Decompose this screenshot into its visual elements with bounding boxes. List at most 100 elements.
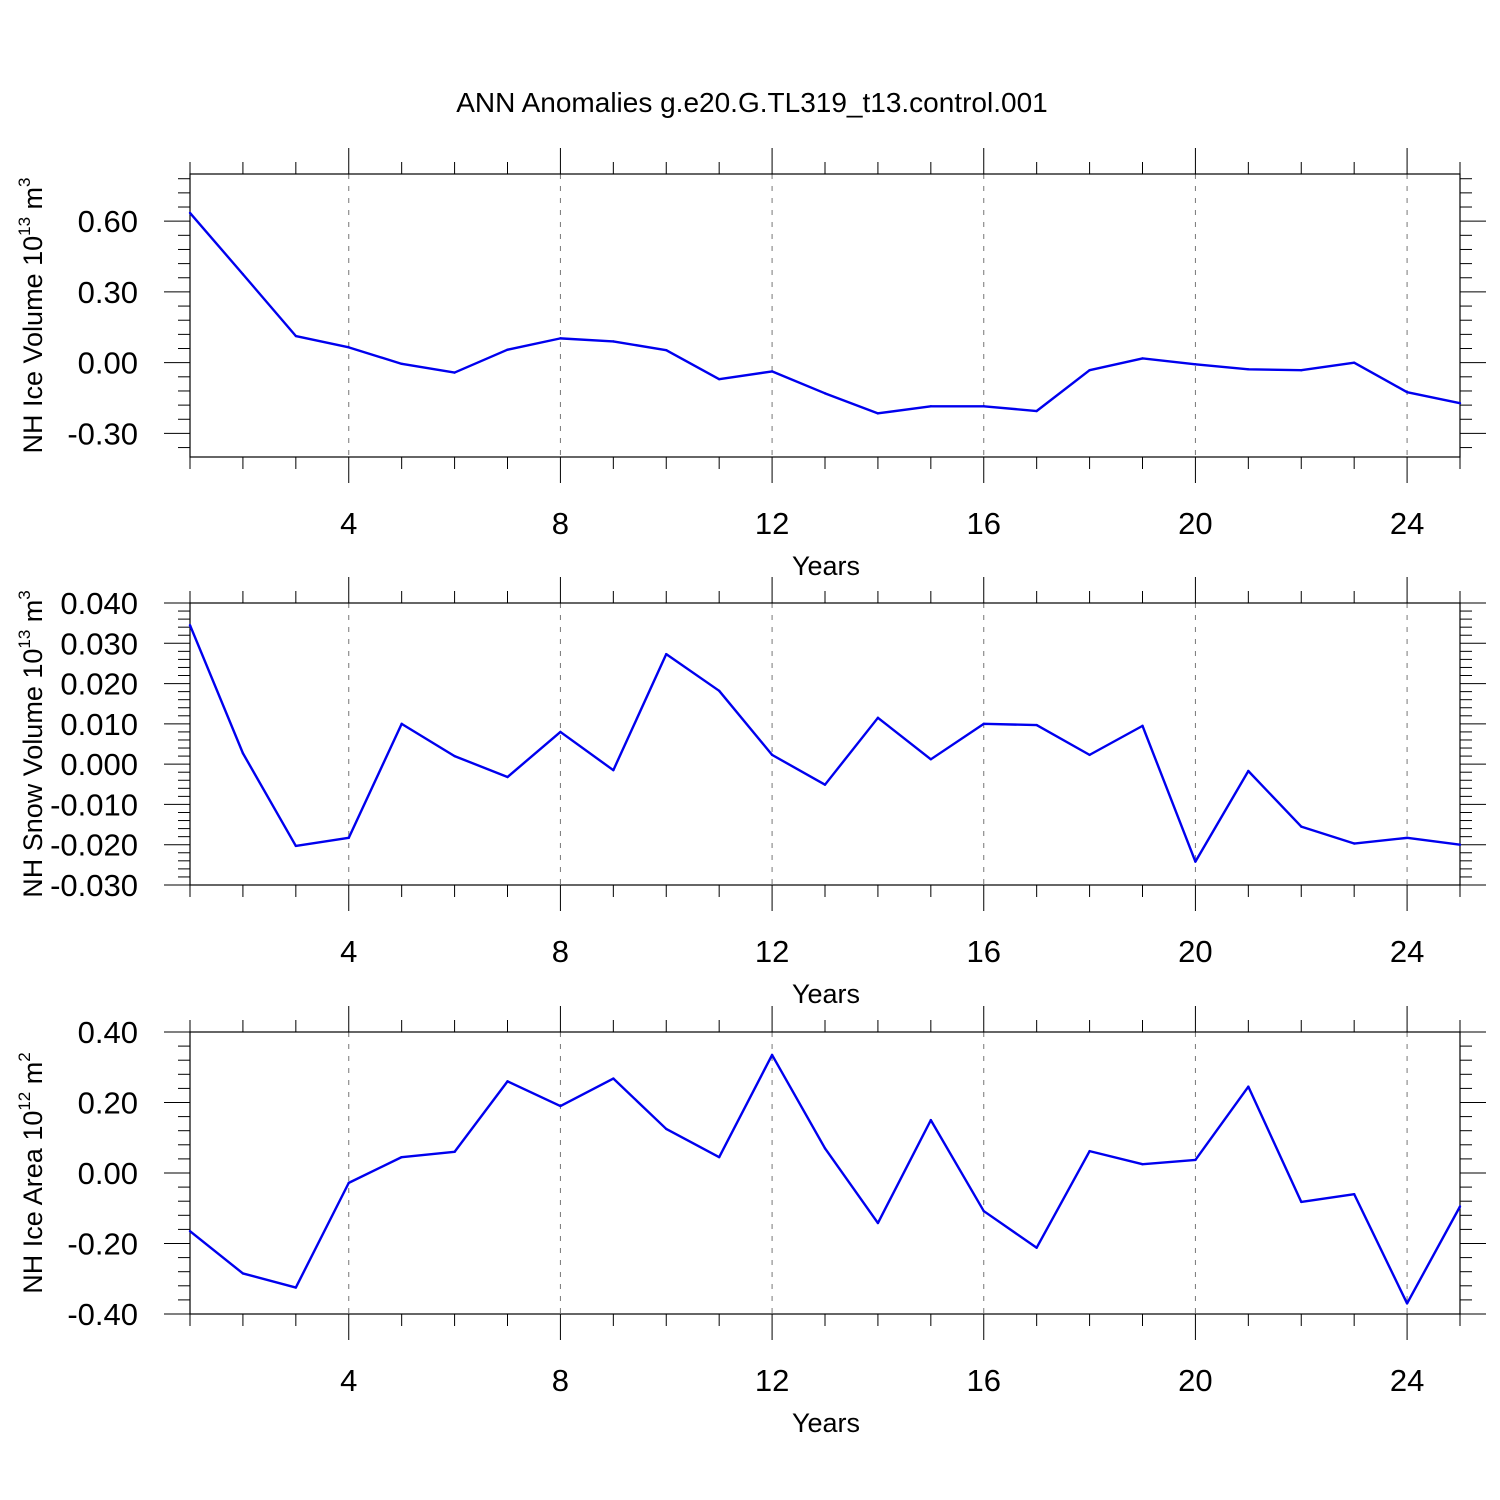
x-tick-label: 24	[1390, 506, 1424, 541]
x-tick-label: 16	[967, 1363, 1001, 1398]
y-axis-label: NH Snow Volume 1013 m3	[15, 590, 48, 898]
data-point	[876, 716, 880, 720]
y-axis-label-text: NH Ice Area 10	[18, 1111, 48, 1294]
data-point	[1088, 1149, 1091, 1153]
data-point	[982, 1209, 985, 1213]
data-point	[982, 405, 985, 408]
y-tick-label: 0.00	[78, 346, 138, 381]
data-point	[1035, 723, 1038, 727]
y-axis-label-text: NH Ice Volume 10	[18, 236, 48, 454]
y-tick-label: 0.00	[78, 1156, 138, 1191]
figure-title: ANN Anomalies g.e20.G.TL319_t13.control.…	[456, 87, 1047, 118]
data-point	[400, 1155, 403, 1159]
tick-marks	[164, 1006, 1486, 1340]
data-point	[823, 1147, 827, 1150]
data-point	[1405, 390, 1409, 394]
data-point	[400, 722, 403, 726]
y-axis-label-superscript: 13	[15, 630, 34, 649]
data-point	[294, 844, 298, 848]
plot-frame	[189, 1031, 1461, 1315]
data-point	[770, 370, 774, 373]
x-tick-label: 8	[552, 934, 569, 969]
data-point	[1405, 1302, 1409, 1305]
data-point	[929, 1118, 933, 1122]
x-tick-label: 20	[1178, 1363, 1212, 1398]
y-tick-label: -0.30	[67, 416, 138, 451]
data-point	[717, 1155, 721, 1159]
data-point	[982, 722, 985, 726]
y-axis-label-superscript: 2	[15, 1052, 34, 1061]
data-point	[1458, 1205, 1462, 1208]
data-point	[559, 337, 562, 340]
y-tick-label: 0.60	[78, 204, 138, 239]
y-tick-label: 0.20	[78, 1086, 138, 1121]
y-axis-label-superscript: 12	[15, 1092, 34, 1111]
data-point	[823, 392, 827, 395]
tick-marks	[164, 148, 1486, 483]
x-tick-label: 4	[340, 1363, 357, 1398]
data-point	[665, 348, 668, 352]
y-axis-label-text: m	[18, 187, 48, 217]
x-tick-label: 4	[340, 506, 357, 541]
data-point	[770, 753, 774, 757]
data-point	[294, 334, 298, 338]
x-tick-label: 4	[340, 934, 357, 969]
data-point	[1458, 843, 1462, 846]
data-point	[1035, 409, 1038, 413]
data-points	[188, 623, 1462, 863]
data-point	[1194, 860, 1197, 863]
y-tick-label: -0.010	[50, 787, 138, 822]
y-axis-label-superscript: 3	[15, 590, 34, 599]
data-point	[1247, 368, 1250, 371]
data-point	[1300, 1200, 1303, 1204]
data-point	[188, 623, 192, 627]
data-point	[506, 775, 509, 779]
data-point	[559, 1104, 562, 1108]
data-point	[612, 768, 615, 772]
data-point	[400, 362, 403, 366]
data-points	[188, 211, 1462, 415]
y-axis-label-superscript: 13	[15, 217, 34, 236]
data-point	[1141, 724, 1144, 728]
data-point	[559, 730, 562, 734]
data-point	[347, 1181, 350, 1185]
x-tick-label: 12	[755, 1363, 789, 1398]
chart-panel-2: 4 8 12 16 20 24 0.040 0.030 0.020 0.010 0.000 -0.01…	[15, 577, 1486, 1009]
data-points	[188, 1053, 1462, 1305]
y-tick-label: 0.010	[60, 707, 138, 742]
plot-frame	[189, 602, 1461, 886]
data-point	[1194, 1158, 1197, 1162]
data-point	[1141, 357, 1144, 360]
y-axis-label-text: m	[18, 1062, 48, 1092]
data-point	[770, 1053, 774, 1057]
y-axis-label: NH Ice Volume 1013 m3	[15, 178, 48, 454]
data-point	[453, 754, 456, 758]
data-point	[1194, 363, 1197, 366]
y-tick-label: -0.020	[50, 828, 138, 863]
plot-frame	[189, 173, 1461, 458]
data-point	[665, 652, 668, 656]
x-tick-label: 20	[1178, 934, 1212, 969]
data-point	[1300, 369, 1303, 372]
x-tick-label: 24	[1390, 934, 1424, 969]
y-tick-label: 0.030	[60, 626, 138, 661]
series-line	[188, 624, 1461, 863]
data-point	[1352, 842, 1356, 845]
data-point	[929, 405, 933, 408]
x-tick-label: 8	[552, 506, 569, 541]
data-point	[241, 1272, 245, 1275]
data-point	[188, 1229, 192, 1233]
x-axis-label: Years	[792, 551, 860, 581]
x-tick-label: 12	[755, 506, 789, 541]
y-tick-label: -0.030	[50, 868, 138, 903]
data-point	[347, 836, 350, 840]
x-tick-label: 8	[552, 1363, 569, 1398]
data-point	[1405, 836, 1409, 840]
data-point	[241, 273, 245, 276]
data-point	[188, 211, 192, 215]
x-tick-label: 24	[1390, 1363, 1424, 1398]
y-axis-label-text: NH Snow Volume 10	[18, 649, 48, 898]
data-point	[1352, 1192, 1356, 1196]
